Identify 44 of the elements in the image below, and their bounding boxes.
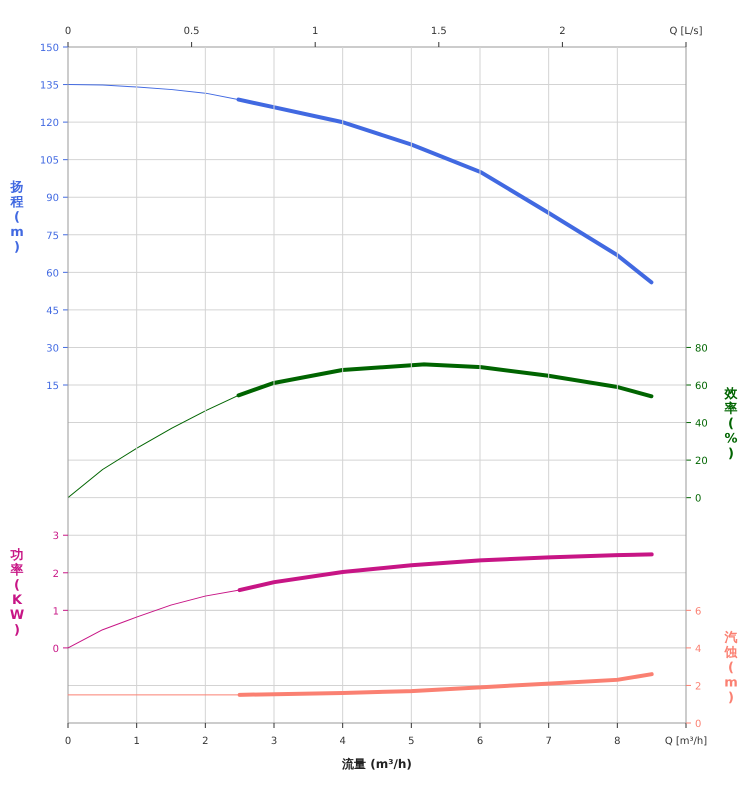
y-tick-label: 15 bbox=[46, 381, 59, 392]
x-tick-label: 4 bbox=[339, 736, 346, 747]
y-tick-label: 75 bbox=[46, 230, 59, 242]
y-tick-label: 150 bbox=[40, 43, 59, 54]
y-tick-label: 135 bbox=[40, 80, 59, 92]
x-tick-label: Q [L/s] bbox=[669, 26, 703, 37]
x-tick-label: 2 bbox=[202, 736, 209, 747]
y-tick-label: 105 bbox=[40, 156, 59, 167]
y2-tick-label: 0 bbox=[695, 494, 702, 505]
x-tick-label: 1 bbox=[312, 26, 318, 37]
y-tick-label: 1 bbox=[52, 606, 59, 618]
x-tick-label: 1.5 bbox=[430, 26, 447, 37]
y-tick-label: 3 bbox=[52, 531, 59, 542]
y2-tick-label: 60 bbox=[695, 381, 708, 392]
y-tick-label: 90 bbox=[46, 193, 59, 204]
x-tick-label: 5 bbox=[408, 736, 415, 747]
x-tick-label: 1 bbox=[133, 736, 140, 747]
y2-axis-title: 汽蚀 (m) bbox=[724, 630, 738, 706]
y2-tick-label: 20 bbox=[695, 456, 708, 468]
y-axis-title: 功率 (KW) bbox=[10, 548, 24, 638]
y2-tick-label: 40 bbox=[695, 418, 708, 430]
x-tick-label: 8 bbox=[614, 736, 621, 747]
x-tick-label: 2 bbox=[559, 26, 566, 37]
x-tick-label: 0 bbox=[64, 26, 72, 37]
x-axis-title: 流量 (m³/h) bbox=[341, 757, 412, 771]
y2-tick-label: 6 bbox=[695, 606, 702, 618]
y-tick-label: 120 bbox=[40, 118, 59, 130]
y2-tick-label: 2 bbox=[695, 681, 702, 692]
y2-tick-label: 0 bbox=[695, 719, 702, 730]
y2-axis-title: 效率 (%) bbox=[724, 386, 738, 462]
y-tick-label: 2 bbox=[52, 568, 59, 580]
x-tick-label: 7 bbox=[545, 736, 552, 747]
y-tick-label: 60 bbox=[46, 268, 59, 280]
x-tick-label: Q [m³/h] bbox=[664, 736, 708, 747]
y2-tick-label: 4 bbox=[695, 644, 702, 655]
x-tick-label: 6 bbox=[476, 736, 484, 747]
y2-tick-label: 80 bbox=[695, 343, 708, 354]
y-axis-title: 扬程 (m) bbox=[10, 180, 24, 255]
x-tick-label: 3 bbox=[270, 736, 278, 747]
x-tick-label: 0 bbox=[64, 736, 72, 747]
y-tick-label: 0 bbox=[52, 644, 59, 655]
y-tick-label: 30 bbox=[46, 343, 59, 354]
x-tick-label: 0.5 bbox=[184, 26, 200, 37]
y-tick-label: 45 bbox=[46, 306, 59, 317]
